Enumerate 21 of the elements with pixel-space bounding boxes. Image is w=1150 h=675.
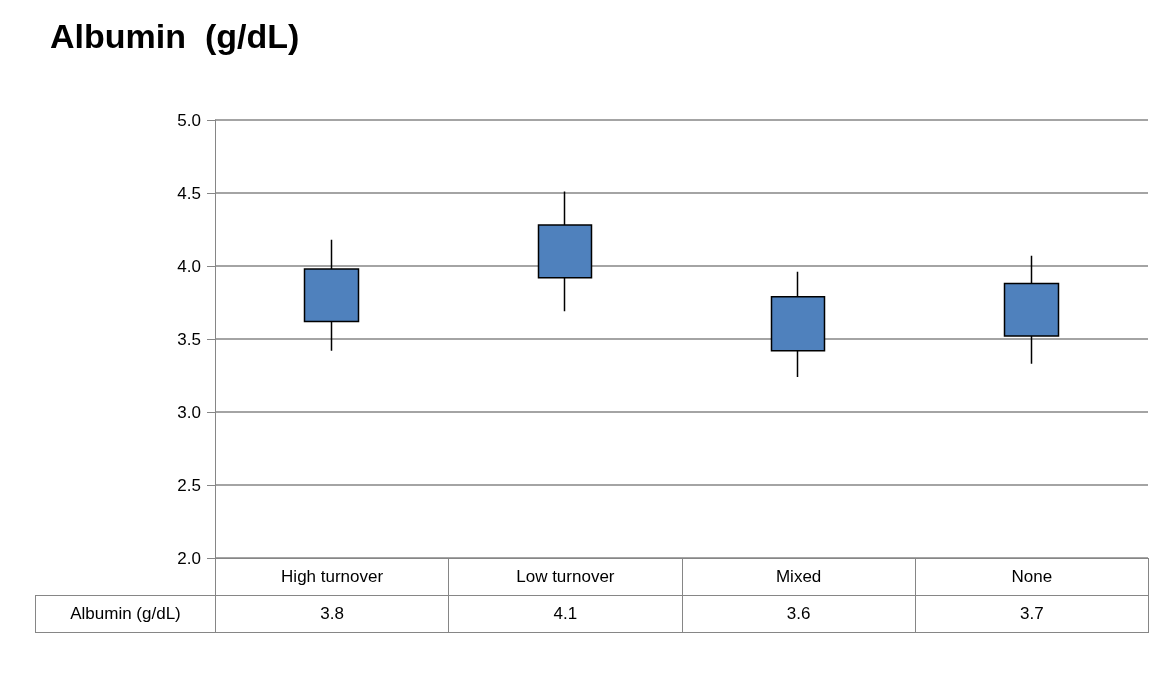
text: 4.1 bbox=[553, 604, 578, 623]
y-tick-label: 4.5 bbox=[177, 183, 201, 203]
y-tick-label: 5.0 bbox=[177, 110, 201, 130]
y-tick-label: 3.0 bbox=[177, 402, 201, 422]
chart-title: Albumin (g/dL) bbox=[50, 17, 300, 55]
y-tick-label: 2.5 bbox=[177, 475, 201, 495]
y-tick-label: 2.0 bbox=[177, 548, 201, 568]
text: 3.8 bbox=[320, 604, 344, 623]
x-tick-label: None bbox=[914, 558, 1149, 596]
x-tick-label: Low turnover bbox=[448, 558, 683, 596]
candlestick bbox=[770, 271, 826, 378]
text: Albumin (g/dL) bbox=[35, 595, 216, 633]
x-tick-label: High turnover bbox=[215, 558, 450, 596]
candlestick bbox=[303, 238, 360, 352]
candlestick bbox=[1003, 255, 1060, 365]
text: 3.7 bbox=[1020, 604, 1044, 623]
text: 3.6 bbox=[786, 604, 811, 623]
y-tick-label: 4.0 bbox=[177, 256, 201, 276]
y-tick-label: 3.5 bbox=[177, 329, 201, 349]
candlestick bbox=[537, 190, 593, 313]
x-tick-label: Mixed bbox=[681, 558, 916, 596]
